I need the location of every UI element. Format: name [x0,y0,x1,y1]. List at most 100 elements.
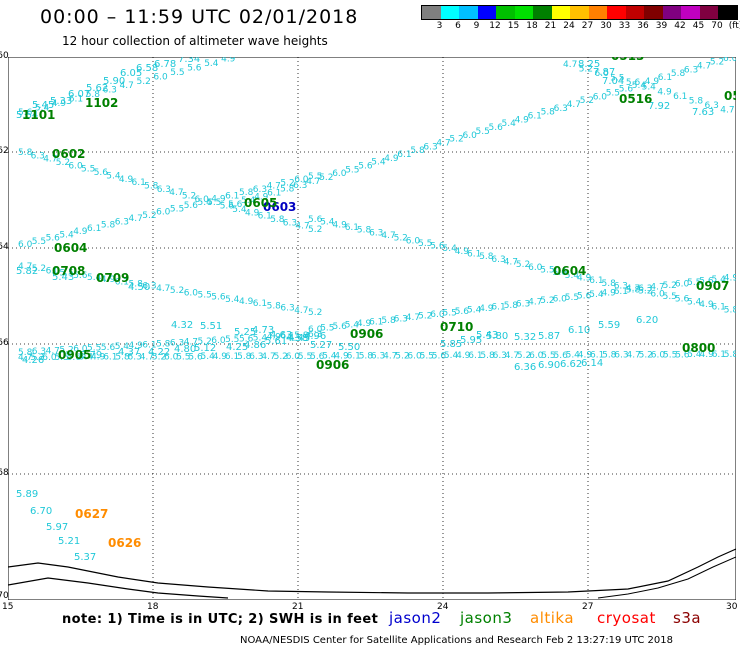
track-value-mark: 5.4 [687,350,702,360]
track-value-mark: 6.1 [658,73,672,83]
track-value-mark: 6.1 [69,95,83,105]
scale-label: 3 [436,21,443,31]
track-value-mark: 5.2 [56,158,70,168]
track-value-mark: 6.1 [132,178,146,188]
track-value-mark: 6.3 [491,255,505,265]
track-value-mark: 5.6 [619,85,634,95]
track-value-mark: 6.0 [42,353,57,363]
track-value-mark: 4.7 [261,352,275,362]
wave-height-label: 5.97 [46,522,68,533]
track-value-mark: 4.9 [456,351,471,361]
track-value-mark: 6.0 [286,352,301,362]
track-time-label: 0800 [682,341,715,355]
track-value-mark: 5.6 [46,234,61,244]
track-value-mark: 6.3 [31,151,45,161]
track-time-label: 1102 [85,96,118,110]
track-value-mark: 6.3 [283,218,297,228]
track-value-mark: 5.8 [359,352,374,362]
scale-swatch [662,6,681,19]
track-value-mark: 6.3 [115,217,129,227]
track-time-label: 0708 [52,264,85,278]
wave-height-label: 5.82 [16,266,38,277]
wave-height-label: 6.36 [514,362,536,373]
track-value-mark: 6.1 [345,223,359,233]
track-value-mark: 5.6 [358,162,373,172]
scale-label: 39 [655,21,668,31]
latitude-label: -70 [0,591,9,601]
track-value-mark: 5.5 [298,352,312,362]
track-value-mark: 4.9 [384,154,399,164]
track-value-mark: 4.9 [91,353,106,363]
scale-label: 33 [618,21,631,31]
latitude-label: -68 [0,468,9,478]
wave-height-label: 5.90 [103,76,125,87]
scale-swatch [514,6,533,19]
track-value-mark: 5.4 [87,273,102,283]
track-value-mark: 4.9 [699,300,714,310]
scale-swatch [625,6,644,19]
track-value-mark: 5.6 [626,78,641,88]
scale-swatch [533,6,552,19]
track-time-label: 0627 [75,507,108,521]
track-value-mark: 5.5 [443,308,457,318]
track-value-mark: 6.1 [712,350,726,360]
track-value-mark: 5.5 [308,172,322,182]
track-time-label: 0626 [108,536,141,550]
track-time-label: 0906 [316,358,349,372]
track-value-mark: 5.6 [432,351,447,361]
track-value-mark: 5.4 [345,321,360,331]
track-value-mark: 5.6 [220,202,235,212]
track-value-mark: 5.2 [152,352,166,362]
track-value-mark: 4.9 [578,351,593,361]
track-value-mark: 4.9 [245,208,260,218]
wave-height-label: 5.95 [460,335,482,346]
track-value-mark: 4.7 [156,284,170,294]
track-value-mark: 5.8 [267,301,282,311]
wave-height-label: 5.25 [234,327,256,338]
track-value-mark: 4.7 [720,106,734,116]
track-time-label: 0710 [440,320,473,334]
satellite-tracks: 5.65.44.96.15.86.34.75.26.05.55.65.44.96… [16,57,736,563]
track-value-mark: 5.4 [371,158,386,168]
longitude-label: 18 [147,602,159,612]
wave-height-label: 5.89 [16,489,38,500]
track-value-mark: 6.1 [467,250,481,260]
map-frame [8,57,736,600]
track-time-label: 05 [724,89,736,103]
track-value-mark: 5.5 [207,198,221,208]
legend-altika: altika [530,609,575,627]
scale-label: 9 [473,21,480,31]
track-value-mark: 5.2 [274,352,288,362]
track-value-mark: 5.8 [480,351,495,361]
wave-height-label: 5.59 [598,320,620,331]
track-value-mark: 5.4 [322,352,337,362]
track-value-mark: 5.5 [663,350,677,360]
track-value-mark: 5.5 [606,89,620,99]
track-value-mark: 5.4 [204,59,219,69]
track-value-mark: 5.5 [541,351,555,361]
track-value-mark: 6.0 [650,289,665,299]
scale-swatch [440,6,459,19]
track-value-mark: 5.4 [687,297,702,307]
wave-height-label: 4.22 [148,347,170,358]
track-value-mark: 4.7 [184,338,198,348]
track-value-mark: 5.2 [308,225,322,235]
track-value-mark: 5.2 [59,345,73,355]
track-value-mark: 5.8 [144,182,159,192]
track-value-mark: 4.7 [129,214,143,224]
track-value-mark: 5.5 [59,269,73,279]
track-value-mark: 4.9 [119,175,134,185]
track-value-mark: 5.6 [308,215,323,225]
track-value-mark: 6.1 [103,353,117,363]
track-value-mark: 5.5 [663,292,677,302]
track-value-mark: 5.6 [699,277,714,287]
track-value-mark: 6.0 [651,350,666,360]
longitude-label: 27 [582,602,594,612]
track-value-mark: 4.7 [306,177,320,187]
wave-height-label: 7.87 [593,67,615,78]
track-value-mark: 5.2 [580,96,594,106]
track-value-mark: 4.7 [43,155,57,165]
track-value-mark: 6.1 [115,277,129,287]
track-value-mark: 4.9 [645,77,660,87]
